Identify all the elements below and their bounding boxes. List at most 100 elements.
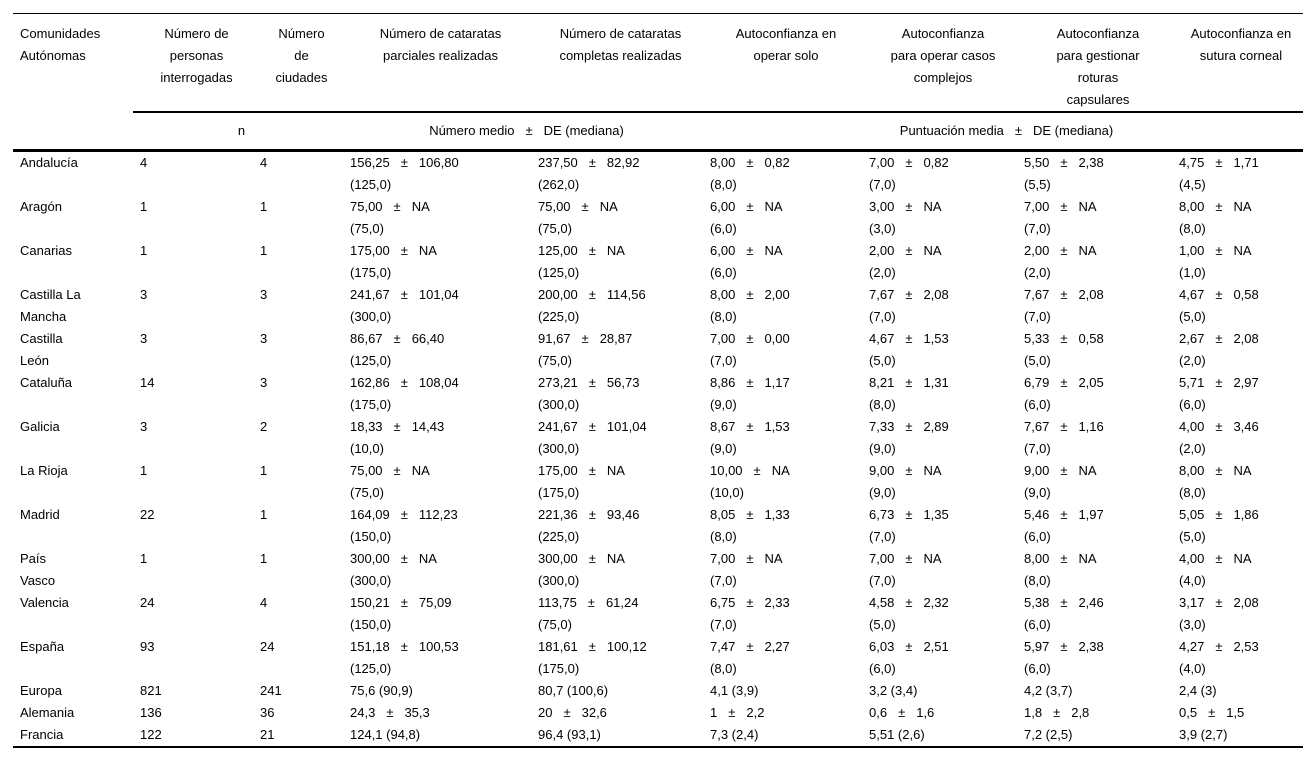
mean-sd-line: 86,67 ±66,40 <box>350 328 531 350</box>
value-text: 2,4 (3) <box>1179 683 1217 698</box>
value-cell: 20 ±32,6 <box>531 702 703 724</box>
mean-sd-line: 5,33 ±0,58 <box>1024 328 1172 350</box>
sd-value: 2,00 <box>764 287 790 302</box>
plus-minus-sign: ± <box>1060 463 1068 478</box>
mean-sd-line: 5,71 ±2,97 <box>1179 372 1303 394</box>
mean-sd-line: 300,00 ± NA <box>538 548 703 570</box>
plus-minus-sign: ± <box>746 375 754 390</box>
median-value: (175,0) <box>350 265 392 280</box>
plus-minus-sign: ± <box>905 375 913 390</box>
community-name: Galicia <box>20 419 60 434</box>
mean-sd-line: 5,46 ±1,97 <box>1024 504 1172 526</box>
mean-value: 8,00 <box>1179 199 1205 214</box>
plus-minus-sign: ± <box>400 243 408 258</box>
mean-sd-line: 200,00 ±114,56 <box>538 284 703 306</box>
mean-sd-line: 8,86 ±1,17 <box>710 372 862 394</box>
mean-sd-line: 6,73 ±1,35 <box>869 504 1017 526</box>
median-value: (125,0) <box>350 661 392 676</box>
sd-value: NA <box>764 199 783 214</box>
mean-value: 3,00 <box>869 199 895 214</box>
mean-sd-line: 7,00 ±0,82 <box>869 152 1017 174</box>
mean-sd-line: 0,6 ±1,6 <box>869 702 1017 724</box>
mean-sd-line: 24,3 ±35,3 <box>350 702 531 724</box>
plus-minus-sign: ± <box>905 595 913 610</box>
sd-value: 108,04 <box>418 375 459 390</box>
median-value: (6,0) <box>1024 617 1051 632</box>
value-cell: 91,67 ±28,87 (75,0) <box>531 328 703 372</box>
median-value: (6,0) <box>1024 397 1051 412</box>
value-text: 96,4 (93,1) <box>538 727 601 742</box>
sd-value: 0,58 <box>1233 287 1259 302</box>
median-value: (2,0) <box>1179 441 1206 456</box>
sd-value: 3,46 <box>1233 419 1259 434</box>
mean-value: 221,36 <box>538 507 578 522</box>
median-value: (150,0) <box>350 617 392 632</box>
value-cell: 3,2 (3,4) <box>862 680 1017 702</box>
plus-minus-sign: ± <box>1215 419 1223 434</box>
value-text: 7,2 (2,5) <box>1024 727 1073 742</box>
personas-cell: 3 <box>140 419 148 434</box>
sd-value: NA <box>923 463 942 478</box>
plus-minus-sign: ± <box>393 419 401 434</box>
value-cell: 151,18 ±100,53 (125,0) <box>343 636 531 680</box>
ciudades-cell: 3 <box>260 331 268 346</box>
community-name: Castilla León <box>20 331 63 368</box>
sd-value: NA <box>1078 243 1097 258</box>
value-cell: 241,67 ±101,04 (300,0) <box>531 416 703 460</box>
mean-sd-line: 7,67 ±1,16 <box>1024 416 1172 438</box>
column-header-autoconfianza-complejos: Autoconfianza para operar casos complejo… <box>862 13 1017 112</box>
mean-value: 1,8 <box>1024 705 1043 720</box>
mean-sd-line: 6,03 ±2,51 <box>869 636 1017 658</box>
table-row: España 93 24 151,18 ±100,53 (125,0) 181,61 ±100… <box>13 636 1303 680</box>
mean-sd-line: 1,00 ± NA <box>1179 240 1303 262</box>
median-value: (4,5) <box>1179 177 1206 192</box>
ciudades-cell: 1 <box>260 551 268 566</box>
plus-minus-sign: ± <box>1215 551 1223 566</box>
sd-value: 2,33 <box>764 595 790 610</box>
median-value: (125,0) <box>350 177 392 192</box>
plus-minus-sign: ± <box>1215 155 1223 170</box>
sd-value: 2,2 <box>746 705 765 720</box>
value-cell: 156,25 ±106,80 (125,0) <box>343 151 531 197</box>
table-row: Andalucía 4 4 156,25 ±106,80 (125,0) 237,50 ±82… <box>13 151 1303 197</box>
mean-value: 8,05 <box>710 507 736 522</box>
plus-minus-sign: ± <box>400 375 408 390</box>
mean-sd-line: 2,00 ± NA <box>869 240 1017 262</box>
plus-minus-sign: ± <box>905 199 913 214</box>
mean-value: 5,46 <box>1024 507 1050 522</box>
sd-value: 1,6 <box>916 705 935 720</box>
sd-value: 1,71 <box>1233 155 1259 170</box>
sd-value: NA <box>764 243 783 258</box>
sd-value: 2,08 <box>923 287 949 302</box>
plus-minus-sign: ± <box>386 705 394 720</box>
sd-value: 1,31 <box>923 375 949 390</box>
ciudades-cell: 4 <box>260 595 268 610</box>
table-row: Valencia 24 4 150,21 ±75,09 (150,0) 113,75 ±61,… <box>13 592 1303 636</box>
table-row: Europa 821 241 75,6 (90,9) 80,7 (100,6) 4,1 (… <box>13 680 1303 702</box>
value-cell: 4,67 ±0,58 (5,0) <box>1172 284 1303 328</box>
sd-value: NA <box>1078 199 1097 214</box>
value-cell: 7,67 ±2,08 (7,0) <box>862 284 1017 328</box>
value-cell: 7,2 (2,5) <box>1017 724 1172 748</box>
sd-value: NA <box>1078 463 1097 478</box>
mean-value: 18,33 <box>350 419 383 434</box>
plus-minus-sign: ± <box>588 243 596 258</box>
median-value: (7,0) <box>710 573 737 588</box>
mean-value: 6,79 <box>1024 375 1050 390</box>
community-name: La Rioja <box>20 463 68 478</box>
sd-value: 1,53 <box>764 419 790 434</box>
value-cell: 300,00 ± NA (300,0) <box>343 548 531 592</box>
plus-minus-sign: ± <box>393 199 401 214</box>
sd-value: 35,3 <box>404 705 430 720</box>
mean-sd-line: 6,75 ±2,33 <box>710 592 862 614</box>
plus-minus-sign: ± <box>588 639 596 654</box>
sd-value: 93,46 <box>606 507 640 522</box>
median-value: (225,0) <box>538 529 580 544</box>
mean-sd-line: 4,67 ±1,53 <box>869 328 1017 350</box>
value-cell: 8,67 ±1,53 (9,0) <box>703 416 862 460</box>
median-value: (5,0) <box>1179 309 1206 324</box>
mean-value: 6,75 <box>710 595 736 610</box>
community-name: Castilla La Mancha <box>20 287 81 324</box>
table-row: Aragón 1 1 75,00 ± NA (75,0) 75,00 ± NA (75,0) 6,00… <box>13 196 1303 240</box>
